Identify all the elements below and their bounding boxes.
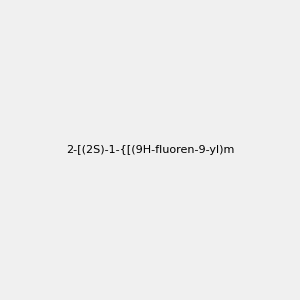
Text: 2-[(2S)-1-{[(9H-fluoren-9-yl)m: 2-[(2S)-1-{[(9H-fluoren-9-yl)m (66, 145, 234, 155)
